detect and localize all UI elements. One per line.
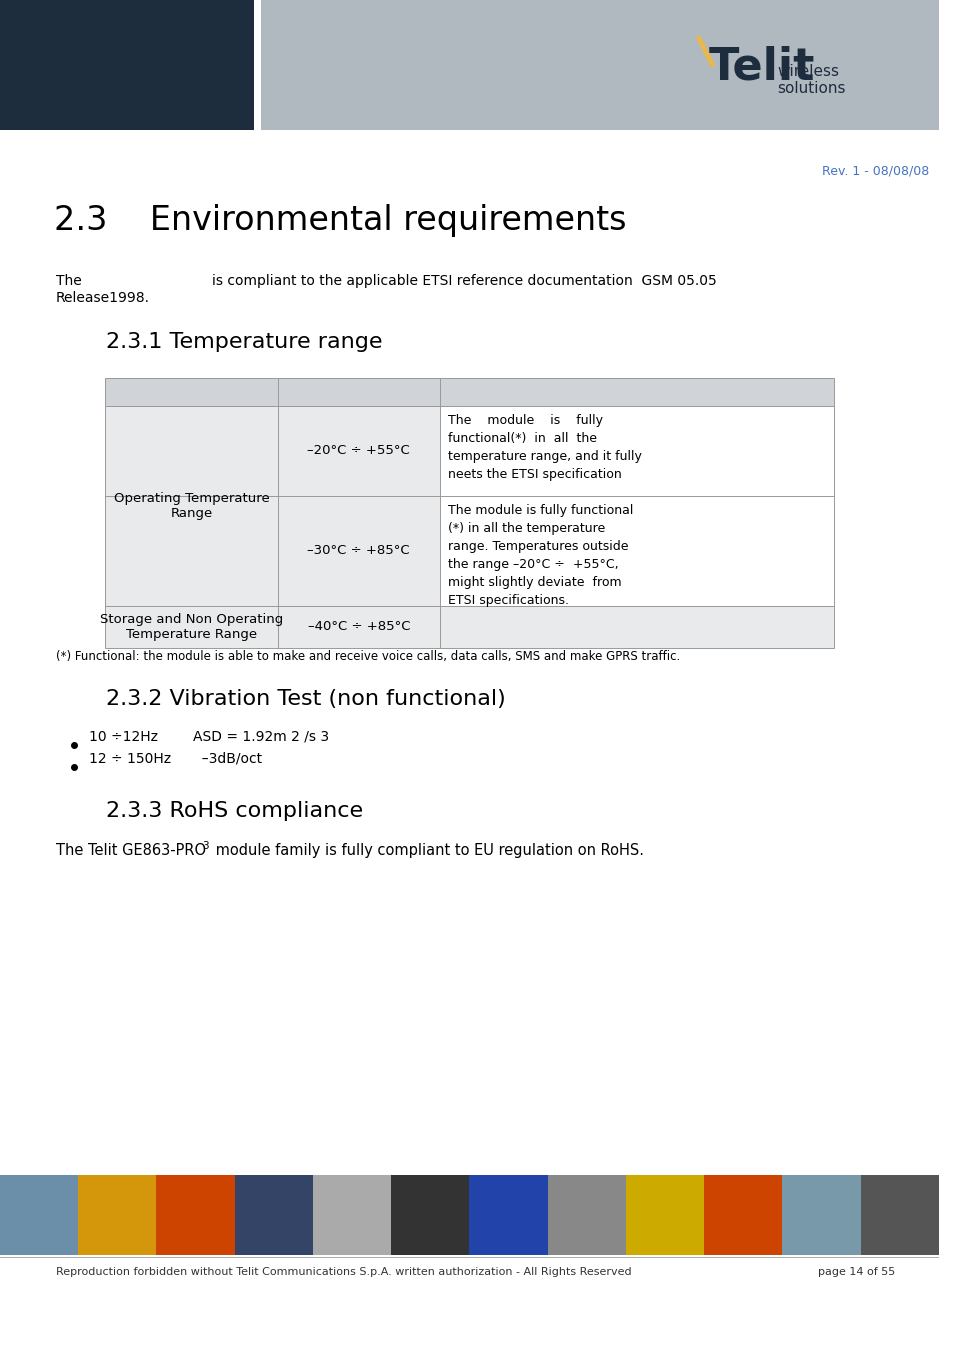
Text: –40°C ÷ +85°C: –40°C ÷ +85°C bbox=[307, 621, 410, 633]
FancyBboxPatch shape bbox=[439, 406, 833, 495]
Text: –20°C ÷ +55°C: –20°C ÷ +55°C bbox=[307, 444, 410, 458]
Text: module family is fully compliant to EU regulation on RoHS.: module family is fully compliant to EU r… bbox=[211, 842, 643, 859]
Text: The Telit GE863-PRO: The Telit GE863-PRO bbox=[56, 842, 206, 859]
FancyBboxPatch shape bbox=[260, 0, 938, 130]
Text: –30°C ÷ +85°C: –30°C ÷ +85°C bbox=[307, 544, 410, 558]
Text: Reproduction forbidden without Telit Communications S.p.A. written authorization: Reproduction forbidden without Telit Com… bbox=[56, 1268, 631, 1277]
Text: page 14 of 55: page 14 of 55 bbox=[817, 1268, 894, 1277]
Text: 2.3.3 RoHS compliance: 2.3.3 RoHS compliance bbox=[106, 801, 363, 821]
Text: Storage and Non Operating
Temperature Range: Storage and Non Operating Temperature Ra… bbox=[100, 613, 283, 641]
FancyBboxPatch shape bbox=[860, 1174, 938, 1256]
FancyBboxPatch shape bbox=[105, 406, 277, 606]
FancyBboxPatch shape bbox=[547, 1174, 625, 1256]
FancyBboxPatch shape bbox=[469, 1174, 547, 1256]
Text: Telit: Telit bbox=[708, 46, 814, 89]
Text: is compliant to the applicable ETSI reference documentation  GSM 05.05: is compliant to the applicable ETSI refe… bbox=[212, 274, 716, 288]
Text: 2.3    Environmental requirements: 2.3 Environmental requirements bbox=[54, 204, 626, 238]
FancyBboxPatch shape bbox=[156, 1174, 234, 1256]
Text: wireless
solutions: wireless solutions bbox=[777, 63, 845, 96]
Text: 12 ÷ 150Hz       –3dB/oct: 12 ÷ 150Hz –3dB/oct bbox=[89, 751, 261, 765]
Text: Rev. 1 - 08/08/08: Rev. 1 - 08/08/08 bbox=[821, 165, 928, 178]
Text: Operating Temperature
Range: Operating Temperature Range bbox=[113, 491, 269, 520]
Text: 2.3.1 Temperature range: 2.3.1 Temperature range bbox=[106, 332, 382, 352]
FancyBboxPatch shape bbox=[391, 1174, 469, 1256]
FancyBboxPatch shape bbox=[105, 606, 833, 648]
Text: (*) Functional: the module is able to make and receive voice calls, data calls, : (*) Functional: the module is able to ma… bbox=[56, 649, 679, 663]
Text: The: The bbox=[56, 274, 82, 288]
FancyBboxPatch shape bbox=[277, 406, 439, 495]
FancyBboxPatch shape bbox=[625, 1174, 703, 1256]
Text: 2.3.2 Vibration Test (non functional): 2.3.2 Vibration Test (non functional) bbox=[106, 688, 505, 709]
FancyBboxPatch shape bbox=[78, 1174, 156, 1256]
Text: The    module    is    fully
functional(*)  in  all  the
temperature range, and : The module is fully functional(*) in all… bbox=[447, 414, 641, 481]
FancyBboxPatch shape bbox=[105, 378, 833, 406]
FancyBboxPatch shape bbox=[313, 1174, 391, 1256]
FancyBboxPatch shape bbox=[0, 1174, 78, 1256]
Text: The module is fully functional
(*) in all the temperature
range. Temperatures ou: The module is fully functional (*) in al… bbox=[447, 504, 633, 608]
FancyBboxPatch shape bbox=[277, 495, 439, 606]
Text: 3: 3 bbox=[202, 841, 208, 850]
FancyBboxPatch shape bbox=[234, 1174, 313, 1256]
Text: Release1998.: Release1998. bbox=[56, 292, 150, 305]
FancyBboxPatch shape bbox=[0, 0, 253, 130]
FancyBboxPatch shape bbox=[439, 495, 833, 606]
Text: 10 ÷12Hz        ASD = 1.92m 2 /s 3: 10 ÷12Hz ASD = 1.92m 2 /s 3 bbox=[89, 729, 329, 742]
Bar bbox=[105, 378, 833, 648]
FancyBboxPatch shape bbox=[703, 1174, 781, 1256]
FancyBboxPatch shape bbox=[781, 1174, 860, 1256]
